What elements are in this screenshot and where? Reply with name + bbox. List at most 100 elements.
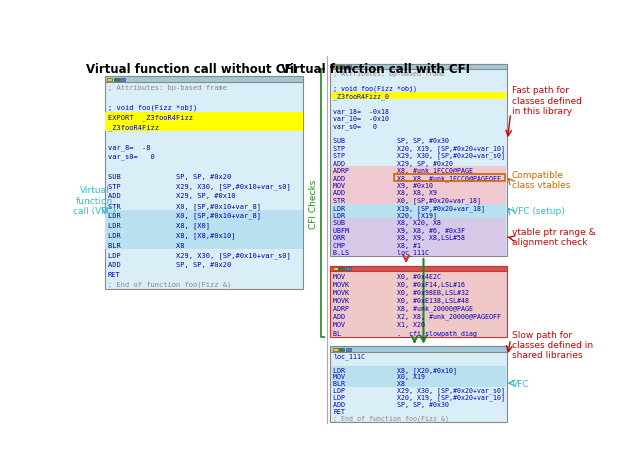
Text: LDR             X8, [X20,#0x10]: LDR X8, [X20,#0x10]: [333, 367, 458, 373]
Text: ; Attributes: bp-based frame: ; Attributes: bp-based frame: [108, 85, 227, 91]
Text: ; End of function foo(Fizz &): ; End of function foo(Fizz &): [333, 415, 449, 421]
Bar: [330, 347, 507, 422]
Text: Virtual function call with CFI: Virtual function call with CFI: [280, 63, 470, 76]
Text: STP             X29, X30, [SP,#0x20+var_s0]: STP X29, X30, [SP,#0x20+var_s0]: [333, 152, 506, 159]
Bar: [331, 204, 506, 211]
Text: ADD             SP, SP, #0x20: ADD SP, SP, #0x20: [108, 262, 231, 268]
Bar: [333, 348, 338, 351]
Text: STP             X29, X30, [SP,#0x10+var_s0]: STP X29, X30, [SP,#0x10+var_s0]: [108, 183, 291, 189]
Bar: [331, 373, 506, 380]
Text: EXPORT  _Z3fooR4Fizz: EXPORT _Z3fooR4Fizz: [108, 114, 193, 121]
Text: ADD             X2, X8, #unk_20000@PAGEOFF: ADD X2, X8, #unk_20000@PAGEOFF: [333, 313, 502, 320]
Text: ADD             X8, X8, X9: ADD X8, X8, X9: [333, 190, 438, 196]
Bar: [339, 348, 344, 351]
Bar: [331, 234, 506, 241]
Text: _Z3fooR4Fizz_0: _Z3fooR4Fizz_0: [333, 93, 390, 99]
Text: SUB             X8, X20, X8: SUB X8, X20, X8: [333, 220, 442, 226]
Bar: [331, 93, 506, 100]
Text: MOV             X1, X20: MOV X1, X20: [333, 322, 426, 327]
Text: LDR             X0, [SP,#0x10+var_8]: LDR X0, [SP,#0x10+var_8]: [108, 212, 260, 219]
Text: LDR             X20, [X19]: LDR X20, [X19]: [333, 212, 438, 218]
Text: STP             X20, X19, [SP,#0x20+var_10]: STP X20, X19, [SP,#0x20+var_10]: [333, 145, 506, 152]
Text: loc_111C: loc_111C: [333, 353, 365, 359]
Text: MOVK            X0, #0x98EB,LSL#32: MOVK X0, #0x98EB,LSL#32: [333, 289, 470, 295]
Bar: [331, 182, 506, 189]
Text: MOV             X0, X19: MOV X0, X19: [333, 374, 426, 379]
Text: LDR             X8, [X0]: LDR X8, [X0]: [108, 222, 210, 229]
Text: ; void foo(Fizz *obj): ; void foo(Fizz *obj): [333, 86, 417, 92]
Bar: [331, 241, 506, 248]
Bar: [120, 79, 125, 82]
Text: BL              .__cfi_slowpath_diag: BL .__cfi_slowpath_diag: [333, 329, 477, 336]
Bar: [106, 220, 303, 230]
Text: CMP             X8, #1: CMP X8, #1: [333, 242, 422, 248]
Text: CFI Checks: CFI Checks: [309, 179, 318, 228]
Bar: [333, 267, 338, 271]
Bar: [330, 64, 507, 257]
Text: LDP             X29, X30, [SP,#0x20+var_s0]: LDP X29, X30, [SP,#0x20+var_s0]: [333, 387, 506, 394]
Text: MOVK            X0, #0xE138,LSL#48: MOVK X0, #0xE138,LSL#48: [333, 298, 470, 303]
Bar: [346, 267, 351, 271]
Text: ; End of function foo(Fizz &): ; End of function foo(Fizz &): [108, 281, 231, 288]
Bar: [331, 366, 506, 373]
Text: LDR             X8, [X8,#0x10]: LDR X8, [X8,#0x10]: [108, 232, 236, 238]
Bar: [106, 211, 303, 220]
Text: MOVK            X0, #0xF14,LSL#16: MOVK X0, #0xF14,LSL#16: [333, 281, 465, 287]
Bar: [346, 348, 351, 351]
Text: UBFM            X9, X8, #6, #0x3F: UBFM X9, X8, #6, #0x3F: [333, 227, 465, 233]
Bar: [331, 227, 506, 234]
Text: var_s0=   0: var_s0= 0: [108, 153, 154, 160]
Bar: [106, 240, 303, 250]
Bar: [331, 219, 506, 227]
Bar: [331, 174, 506, 182]
Text: RET: RET: [108, 271, 120, 278]
Text: SUB             SP, SP, #0x20: SUB SP, SP, #0x20: [108, 173, 231, 179]
Bar: [108, 79, 112, 82]
Text: vtable ptr range &
alignment check: vtable ptr range & alignment check: [511, 227, 595, 247]
Text: STR             X0, [SP,#0x20+var_18]: STR X0, [SP,#0x20+var_18]: [333, 197, 481, 204]
Text: SUB             SP, SP, #0x30: SUB SP, SP, #0x30: [333, 138, 449, 144]
Bar: [346, 66, 351, 69]
Bar: [330, 347, 507, 353]
Bar: [339, 66, 344, 69]
Bar: [114, 79, 118, 82]
Text: VFC (setup): VFC (setup): [511, 207, 564, 216]
Text: MOV             X9, #0x10: MOV X9, #0x10: [333, 182, 433, 188]
Text: VFC: VFC: [511, 379, 529, 388]
Text: ADD             X29, SP, #0x20: ADD X29, SP, #0x20: [333, 160, 454, 166]
Text: MOV             X0, #0x4E2C: MOV X0, #0x4E2C: [333, 273, 442, 279]
Text: ADD             X8, X8, #unk_1FCC0@PAGEOFF: ADD X8, X8, #unk_1FCC0@PAGEOFF: [333, 175, 502, 181]
Bar: [106, 230, 303, 240]
Text: LDP             X29, X30, [SP,#0x10+var_s0]: LDP X29, X30, [SP,#0x10+var_s0]: [108, 251, 291, 258]
Text: ; void foo(Fizz *obj): ; void foo(Fizz *obj): [108, 104, 197, 111]
Text: LDP             X20, X19, [SP,#0x20+var_10]: LDP X20, X19, [SP,#0x20+var_10]: [333, 394, 506, 400]
Text: RET: RET: [333, 408, 346, 414]
Text: LDR             X19, [SP,#0x20+var_18]: LDR X19, [SP,#0x20+var_18]: [333, 205, 486, 211]
Bar: [339, 267, 344, 271]
Bar: [330, 266, 507, 272]
Bar: [106, 112, 303, 122]
Bar: [106, 122, 303, 132]
Text: BLR             X8: BLR X8: [108, 242, 184, 248]
Text: var_10=  -0x10: var_10= -0x10: [333, 115, 390, 122]
Text: var_s0=   0: var_s0= 0: [333, 123, 378, 129]
Text: var_18=  -0x18: var_18= -0x18: [333, 108, 390, 115]
Text: ; Attributes: bp-based frame: ; Attributes: bp-based frame: [333, 71, 445, 77]
Text: Fast path for
classes defined
in this library: Fast path for classes defined in this li…: [511, 86, 581, 116]
Text: ADD             X29, SP, #0x10: ADD X29, SP, #0x10: [108, 193, 236, 199]
Text: Virtual function call without CFI: Virtual function call without CFI: [86, 63, 297, 76]
Text: ORR             X8, X9, X8,LSL#58: ORR X8, X9, X8,LSL#58: [333, 235, 465, 240]
Bar: [331, 197, 506, 204]
Bar: [330, 64, 507, 70]
Bar: [105, 77, 303, 290]
Text: ADRP            X8, #unk_20000@PAGE: ADRP X8, #unk_20000@PAGE: [333, 305, 474, 312]
Bar: [331, 248, 506, 256]
Text: STR             X0, [SP,#0x10+var_8]: STR X0, [SP,#0x10+var_8]: [108, 202, 260, 209]
Text: B.LS            loc_111C: B.LS loc_111C: [333, 249, 429, 256]
Text: Virtual
function
call (VFC): Virtual function call (VFC): [74, 186, 116, 216]
Text: _Z3fooR4Fizz: _Z3fooR4Fizz: [108, 124, 159, 130]
Text: BLR             X8: BLR X8: [333, 380, 406, 387]
Bar: [331, 380, 506, 387]
Text: ADD             SP, SP, #0x30: ADD SP, SP, #0x30: [333, 401, 449, 407]
Text: ADRP            X8, #unk_1FCC0@PAGE: ADRP X8, #unk_1FCC0@PAGE: [333, 168, 474, 174]
